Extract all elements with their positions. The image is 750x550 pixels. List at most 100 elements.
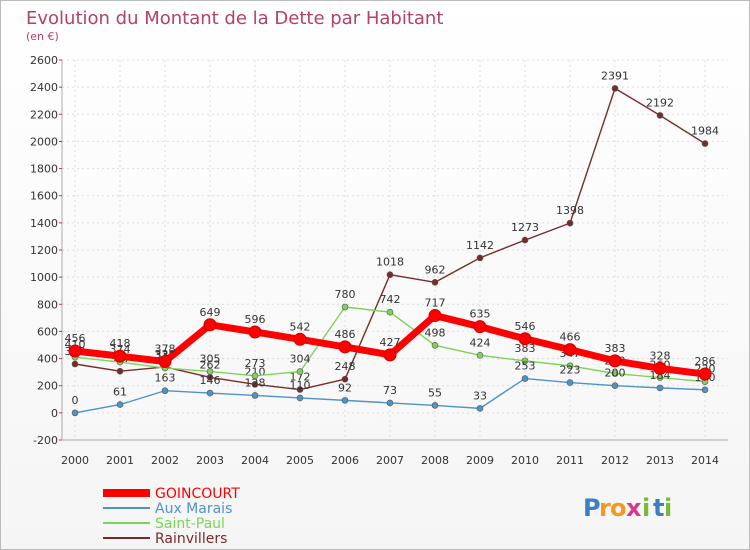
- axes: -200 0 200 400 600 800 1000 1200 1400 1600 1800 200…: [30, 54, 728, 467]
- data-point: [116, 367, 124, 375]
- data-label: 1984: [691, 125, 719, 138]
- data-point: [206, 368, 214, 375]
- y-tick-label: 600: [37, 325, 58, 338]
- brand-letter: x: [626, 494, 642, 522]
- data-label: 1142: [466, 239, 494, 252]
- data-label: 163: [155, 372, 176, 385]
- data-label: 172: [290, 371, 311, 384]
- legend-label: Rainvillers: [155, 531, 227, 547]
- data-point: [566, 219, 574, 227]
- data-label: 0: [72, 394, 79, 407]
- y-tick-label: 200: [37, 380, 58, 393]
- data-label: 546: [515, 320, 536, 333]
- data-label: 33: [473, 389, 487, 402]
- data-label: 498: [425, 326, 446, 339]
- data-label: 780: [335, 288, 356, 301]
- x-tick-label: 2007: [376, 454, 404, 467]
- data-point: [383, 348, 397, 362]
- y-tick-label: 2000: [30, 135, 58, 148]
- legend-label: Saint-Paul: [155, 516, 225, 532]
- data-label: 424: [470, 336, 491, 349]
- x-tick-label: 2010: [511, 454, 539, 467]
- x-tick-label: 2009: [466, 454, 494, 467]
- data-point: [656, 112, 664, 119]
- data-point: [476, 405, 484, 412]
- data-label: 2192: [646, 96, 674, 109]
- brand-letter: r: [599, 494, 611, 522]
- data-point: [158, 355, 172, 369]
- data-point: [518, 332, 532, 346]
- y-tick-label: -200: [33, 434, 58, 447]
- data-label: 92: [338, 381, 352, 394]
- data-label: 383: [515, 342, 536, 355]
- x-tick-label: 2012: [601, 454, 629, 467]
- x-tick-label: 2008: [421, 454, 449, 467]
- data-label: 649: [200, 306, 221, 319]
- x-tick-label: 2003: [196, 454, 224, 467]
- data-point: [113, 349, 127, 363]
- data-point: [431, 341, 439, 349]
- data-point: [341, 397, 349, 404]
- data-label: 717: [425, 297, 446, 310]
- data-label: 466: [560, 331, 581, 344]
- y-tick-label: 400: [37, 353, 58, 366]
- data-point: [341, 303, 349, 311]
- x-tick-label: 2005: [286, 454, 314, 467]
- data-label: 273: [245, 357, 266, 370]
- data-label: 456: [65, 332, 86, 345]
- data-point: [248, 325, 262, 339]
- data-point: [296, 386, 304, 393]
- data-label: 304: [290, 353, 311, 366]
- data-point: [701, 140, 709, 147]
- brand-letter: i: [642, 494, 650, 522]
- data-point: [116, 401, 124, 408]
- data-label: 55: [428, 386, 442, 399]
- data-label: 305: [200, 352, 221, 365]
- data-label: 542: [290, 320, 311, 333]
- data-label: 61: [113, 386, 127, 399]
- data-point: [431, 278, 439, 286]
- data-label: 328: [650, 349, 671, 362]
- data-point: [71, 360, 79, 368]
- data-label: 378: [155, 343, 176, 356]
- data-point: [251, 381, 259, 388]
- x-tick-label: 2002: [151, 454, 179, 467]
- chart-subtitle: (en €): [26, 30, 59, 43]
- data-point: [566, 379, 574, 386]
- x-tick-label: 2011: [556, 454, 584, 467]
- data-point: [296, 368, 304, 375]
- brand-letter: i: [664, 494, 672, 522]
- legend-label: GOINCOURT: [155, 486, 240, 502]
- y-tick-label: 1200: [30, 244, 58, 257]
- data-point: [611, 370, 619, 377]
- data-point: [611, 85, 619, 92]
- data-point: [71, 409, 79, 417]
- data-point: [653, 361, 667, 375]
- x-tick-label: 2004: [241, 454, 269, 467]
- data-label: 486: [335, 328, 356, 341]
- data-point: [386, 399, 394, 407]
- x-tick-label: 2013: [646, 454, 674, 467]
- data-point: [338, 340, 352, 354]
- data-label: 742: [380, 293, 401, 306]
- data-label: 1273: [511, 221, 539, 234]
- data-point: [251, 392, 259, 399]
- data-point: [656, 384, 664, 392]
- data-point: [386, 308, 394, 316]
- data-label: 286: [695, 355, 716, 368]
- data-point: [698, 367, 712, 381]
- brand-logo: Pr o x i t i: [583, 494, 672, 522]
- data-point: [428, 309, 442, 323]
- data-label: 73: [383, 384, 397, 397]
- x-tick-label: 2001: [106, 454, 134, 467]
- y-tick-label: 2200: [30, 108, 58, 121]
- y-tick-label: 800: [37, 298, 58, 311]
- data-point: [566, 362, 574, 370]
- legend-label: Aux Marais: [155, 501, 232, 517]
- y-tick-label: 1600: [30, 190, 58, 203]
- y-tick-label: 0: [51, 407, 58, 420]
- data-label: 110: [290, 379, 311, 392]
- data-label: 383: [605, 342, 626, 355]
